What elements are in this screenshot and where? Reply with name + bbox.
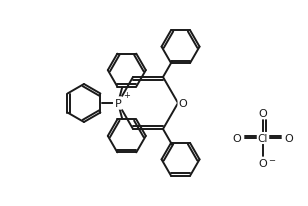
Text: P: P <box>115 98 121 109</box>
Text: +: + <box>123 91 130 99</box>
Text: O: O <box>179 98 187 109</box>
Text: Cl: Cl <box>258 133 268 143</box>
Text: O: O <box>233 133 241 143</box>
Text: O: O <box>285 133 294 143</box>
Text: O: O <box>259 158 267 168</box>
Text: O: O <box>259 109 267 118</box>
Text: −: − <box>268 156 275 165</box>
